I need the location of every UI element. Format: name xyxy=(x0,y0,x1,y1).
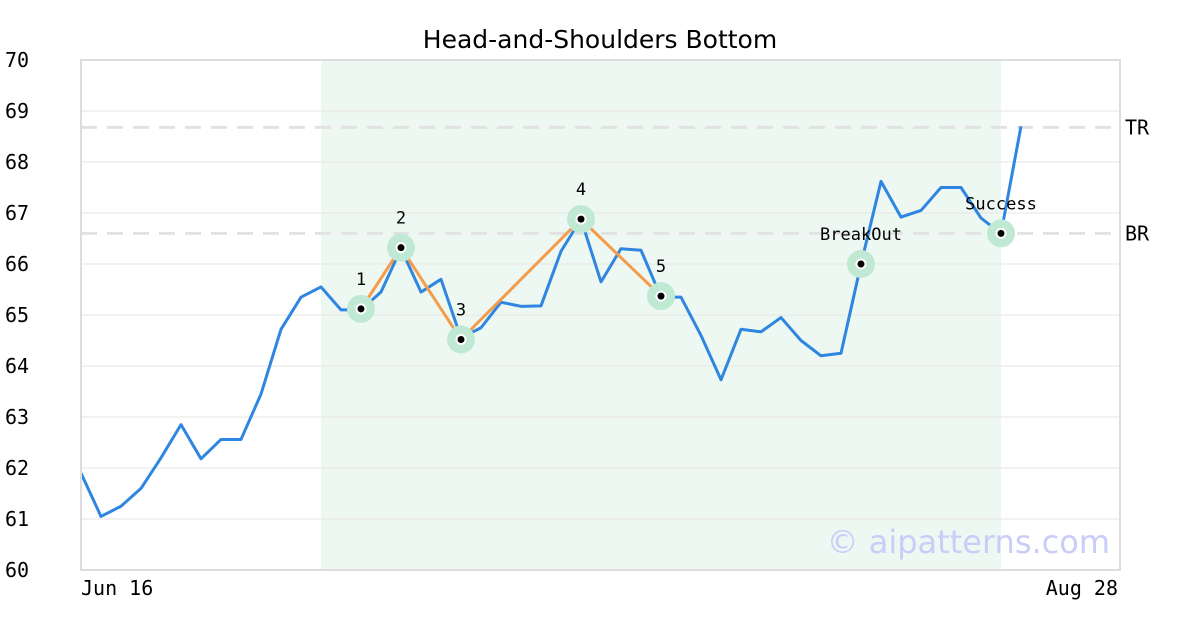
pattern-point-label: 3 xyxy=(456,300,466,320)
pattern-point-dot xyxy=(657,292,665,300)
event-point-dot xyxy=(997,229,1005,237)
watermark: © aipatterns.com xyxy=(827,523,1110,561)
price-line xyxy=(79,126,1023,518)
pattern-point-label: 1 xyxy=(356,270,366,290)
x-tick-label: Jun 16 xyxy=(81,576,153,600)
y-tick-label: 61 xyxy=(5,507,29,531)
pattern-point-dot xyxy=(577,215,585,223)
pattern-point-label: 4 xyxy=(576,180,586,200)
level-label: BR xyxy=(1125,221,1150,245)
y-tick-label: 62 xyxy=(5,456,29,480)
level-lines: TR BR xyxy=(81,115,1150,245)
event-point-dot xyxy=(857,260,865,268)
y-tick-label: 63 xyxy=(5,405,29,429)
grid-lines xyxy=(81,110,1120,520)
plot-frame xyxy=(80,59,1121,571)
x-axis-ticks: Jun 16 Aug 28 xyxy=(81,576,1118,600)
x-tick-label: Aug 28 xyxy=(1046,576,1118,600)
event-point-label: BreakOut xyxy=(820,225,902,245)
y-axis-ticks: 60 61 62 63 64 65 66 67 68 69 70 xyxy=(5,48,29,582)
event-point-label: Success xyxy=(965,194,1037,214)
y-tick-label: 64 xyxy=(5,354,29,378)
y-tick-label: 66 xyxy=(5,252,29,276)
pattern-point-label: 5 xyxy=(656,257,666,277)
pattern-point-dot xyxy=(397,244,405,252)
pattern-markers: 1 2 3 4 5 BreakOut Success xyxy=(347,180,1037,354)
y-tick-label: 68 xyxy=(5,150,29,174)
pattern-point-dot xyxy=(457,335,465,343)
level-label: TR xyxy=(1125,115,1150,139)
y-tick-label: 67 xyxy=(5,201,29,225)
price-series xyxy=(79,126,1023,518)
pattern-point-dot xyxy=(357,305,365,313)
pattern-point-label: 2 xyxy=(396,209,406,229)
y-tick-label: 60 xyxy=(5,558,29,582)
y-tick-label: 70 xyxy=(5,48,29,72)
y-tick-label: 69 xyxy=(5,99,29,123)
y-tick-label: 65 xyxy=(5,303,29,327)
chart-title: Head-and-Shoulders Bottom xyxy=(423,25,777,54)
